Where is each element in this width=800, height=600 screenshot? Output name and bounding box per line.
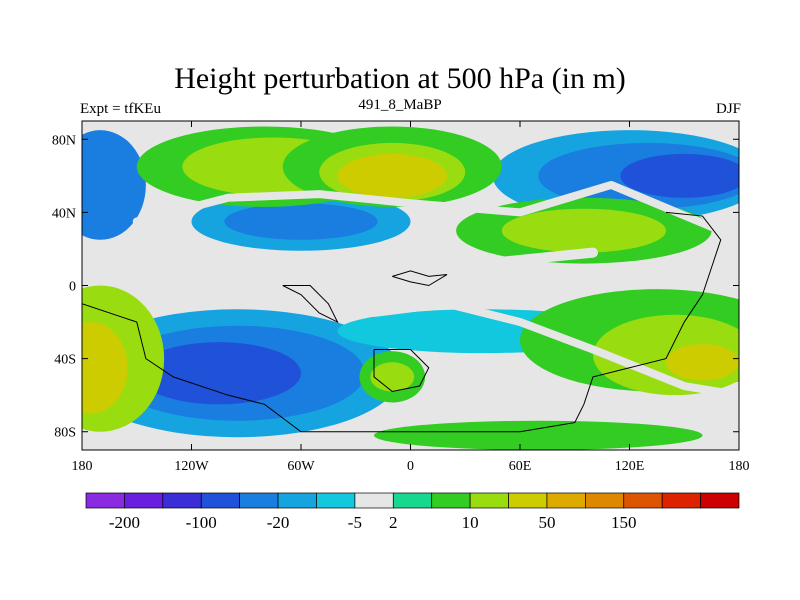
contour-region [620,153,739,198]
y-axis: 80N 40N 0 40S 80S [52,133,739,441]
x-axis: 180 120W 60W 0 60E 120E 180 [72,121,750,474]
colorbar-swatch [239,492,279,509]
x-tick-label: 180 [729,459,750,474]
contour-region [501,208,666,253]
contour-region [337,153,447,198]
colorbar-label: 2 [389,513,398,532]
colorbar-label: 10 [462,513,479,532]
coastline [282,285,339,324]
colorbar-label: 50 [538,513,555,532]
colorbar-swatch [354,492,394,509]
y-tick-label: 40N [52,206,76,221]
colorbar-swatch [546,492,586,509]
contour-fields [82,121,739,450]
x-tick-label: 120W [174,459,209,474]
x-tick-label: 0 [407,459,414,474]
y-tick-label: 80N [52,133,76,148]
chart-title: Height perturbation at 500 hPa (in m) [174,62,626,95]
colorbar-swatch [85,492,125,509]
x-tick-label: 60W [287,459,315,474]
experiment-label: Expt = tfKEu [80,101,161,117]
colorbar-swatch [585,492,625,509]
neutral-band [132,180,725,235]
colorbar-swatch [124,492,164,509]
x-tick-label: 120E [615,459,645,474]
colorbar-swatch [700,492,740,509]
colorbar-swatch [508,492,548,509]
colorbar-label: -5 [348,513,362,532]
coastline [392,270,448,287]
colorbar-label: -200 [109,513,140,532]
colorbar-swatch [469,492,509,509]
y-tick-label: 0 [69,280,76,295]
x-tick-label: 180 [72,459,93,474]
run-label: 491_8_MaBP [358,97,442,113]
colorbar-swatch [162,492,202,509]
y-tick-label: 80S [54,426,76,441]
contour-region [136,342,301,405]
colorbar-swatch [431,492,471,509]
colorbar-swatch [200,492,240,509]
contour-region [666,343,739,381]
colorbar-label: -20 [267,513,290,532]
colorbar-label: -100 [186,513,217,532]
colorbar-swatch [661,492,701,509]
contour-region [374,420,703,450]
colorbar-label: 150 [611,513,637,532]
neutral-band [82,243,233,282]
colorbar-swatch [392,492,433,509]
y-tick-label: 40S [54,353,76,368]
neutral-band [297,290,739,400]
colorbar-swatch [277,492,317,509]
colorbar: -200 -100 -20 -5 2 10 50 150 [85,492,740,532]
colorbar-swatch [316,492,356,509]
contour-region [82,130,146,240]
coastlines [82,211,722,433]
contour-region [370,362,415,392]
coastline [373,348,430,393]
colorbar-swatch [623,492,663,509]
coastline [82,211,722,433]
x-tick-label: 60E [509,459,532,474]
contour-region [82,322,128,414]
season-label: DJF [715,101,741,117]
contour-region [224,203,378,240]
neutral-band [296,247,598,276]
